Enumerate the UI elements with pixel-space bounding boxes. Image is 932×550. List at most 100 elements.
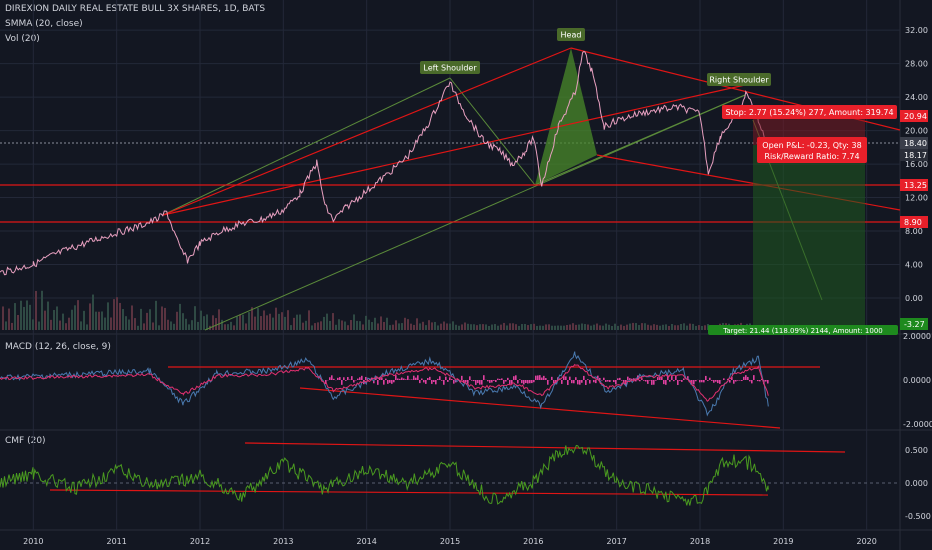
volume-bar <box>359 321 361 330</box>
volume-bar <box>278 313 280 330</box>
volume-bar <box>614 323 616 330</box>
volume-bar <box>497 325 499 330</box>
volume-bar <box>227 324 229 330</box>
volume-bar <box>83 310 85 330</box>
volume-bar <box>467 323 469 330</box>
volume-bar <box>377 323 379 330</box>
target-info-box-text: Target: 21.44 (118.09%) 2144, Amount: 10… <box>722 327 883 335</box>
stop-info-box: Stop: 2.77 (15.24%) 277, Amount: 319.74 <box>722 105 897 119</box>
volume-bar <box>353 314 355 330</box>
volume-bar <box>662 324 664 330</box>
macd-histogram-bar <box>525 380 527 383</box>
volume-bar <box>701 325 703 330</box>
macd-histogram-bar <box>449 377 451 380</box>
volume-bar <box>329 320 331 330</box>
volume-bar <box>389 325 391 330</box>
volume-bar <box>50 319 52 330</box>
macd-histogram-bar <box>341 380 343 385</box>
volume-bar <box>383 321 385 330</box>
pnl-info-box-bg <box>757 137 867 163</box>
volume-bar <box>452 321 454 330</box>
volume-bar <box>641 323 643 330</box>
volume-bar <box>512 323 514 330</box>
volume-bar <box>254 316 256 330</box>
macd-histogram-bar <box>739 380 741 381</box>
volume-bar <box>524 323 526 330</box>
volume-bar <box>617 325 619 330</box>
macd-histogram-bar <box>489 380 491 383</box>
volume-bar <box>530 324 532 330</box>
volume-bar <box>440 323 442 330</box>
left-shoulder-down <box>449 77 536 186</box>
volume-bar <box>518 325 520 330</box>
volume-bar <box>317 322 319 330</box>
macd-histogram-bar <box>473 380 475 382</box>
macd-histogram-bar <box>543 375 545 380</box>
x-tick-label: 2016 <box>523 537 543 546</box>
entry-price-tag-bg <box>900 149 928 161</box>
target-info-box: Target: 21.44 (118.09%) 2144, Amount: 10… <box>708 325 898 335</box>
smma-label: SMMA (20, close) <box>5 19 83 29</box>
macd-histogram-bar <box>539 375 541 380</box>
macd-histogram-bar <box>461 375 463 380</box>
volume-bar <box>158 325 160 330</box>
volume-bar <box>116 297 118 330</box>
volume-bar <box>197 321 199 330</box>
volume-bar <box>503 322 505 330</box>
level-8-90-tag-bg <box>900 216 928 228</box>
volume-bar <box>635 323 637 330</box>
volume-bar <box>218 309 220 330</box>
volume-bar <box>551 325 553 330</box>
cmf-tick-label: 0.000 <box>905 479 928 488</box>
macd-histogram-bar <box>537 375 539 380</box>
volume-bar <box>683 323 685 330</box>
volume-bar <box>437 325 439 330</box>
volume-bar <box>71 309 73 330</box>
volume-bar <box>464 322 466 330</box>
volume-bar <box>35 290 37 330</box>
macd-histogram-bar <box>389 380 391 383</box>
price-tick-label: 8.00 <box>905 227 923 236</box>
volume-bar <box>2 306 4 330</box>
macd-histogram-bar <box>669 380 671 382</box>
volume-bar <box>650 325 652 330</box>
volume-bar <box>80 321 82 330</box>
volume-bar <box>608 324 610 330</box>
head-label-bg <box>557 28 585 41</box>
volume-bar <box>350 320 352 330</box>
stop-price-tag: 20.94 <box>904 112 927 121</box>
volume-bar <box>647 324 649 330</box>
volume-bar <box>230 321 232 330</box>
volume-bar <box>137 325 139 330</box>
macd-histogram-bar <box>531 380 533 384</box>
macd-histogram-bar <box>397 378 399 380</box>
volume-bar <box>101 311 103 330</box>
volume-bar <box>248 312 250 330</box>
volume-bar <box>302 322 304 330</box>
volume-bar <box>461 324 463 330</box>
volume-bar <box>560 325 562 330</box>
macd-histogram-bar <box>379 377 381 380</box>
macd-histogram-bar <box>443 380 445 385</box>
macd-histogram-bar <box>513 376 515 380</box>
macd-histogram-bar <box>403 378 405 380</box>
macd-histogram-bar <box>623 380 625 383</box>
volume-bar <box>251 307 253 330</box>
macd-histogram-bar <box>649 380 651 381</box>
macd-histogram-bar <box>487 380 489 382</box>
macd-histogram-bar <box>529 380 531 384</box>
level-13-25-tag-bg <box>900 179 928 191</box>
volume-bar <box>257 308 259 330</box>
volume-bar <box>578 324 580 330</box>
volume-bar <box>149 309 151 330</box>
macd-histogram-bar <box>621 380 623 381</box>
volume-bar <box>494 324 496 330</box>
macd-histogram-bar <box>527 380 529 384</box>
volume-bar <box>29 304 31 330</box>
volume-bar <box>161 306 163 330</box>
volume-bar <box>386 317 388 330</box>
volume-bar <box>191 320 193 330</box>
macd-histogram-bar <box>507 377 509 380</box>
volume-bar <box>521 324 523 330</box>
